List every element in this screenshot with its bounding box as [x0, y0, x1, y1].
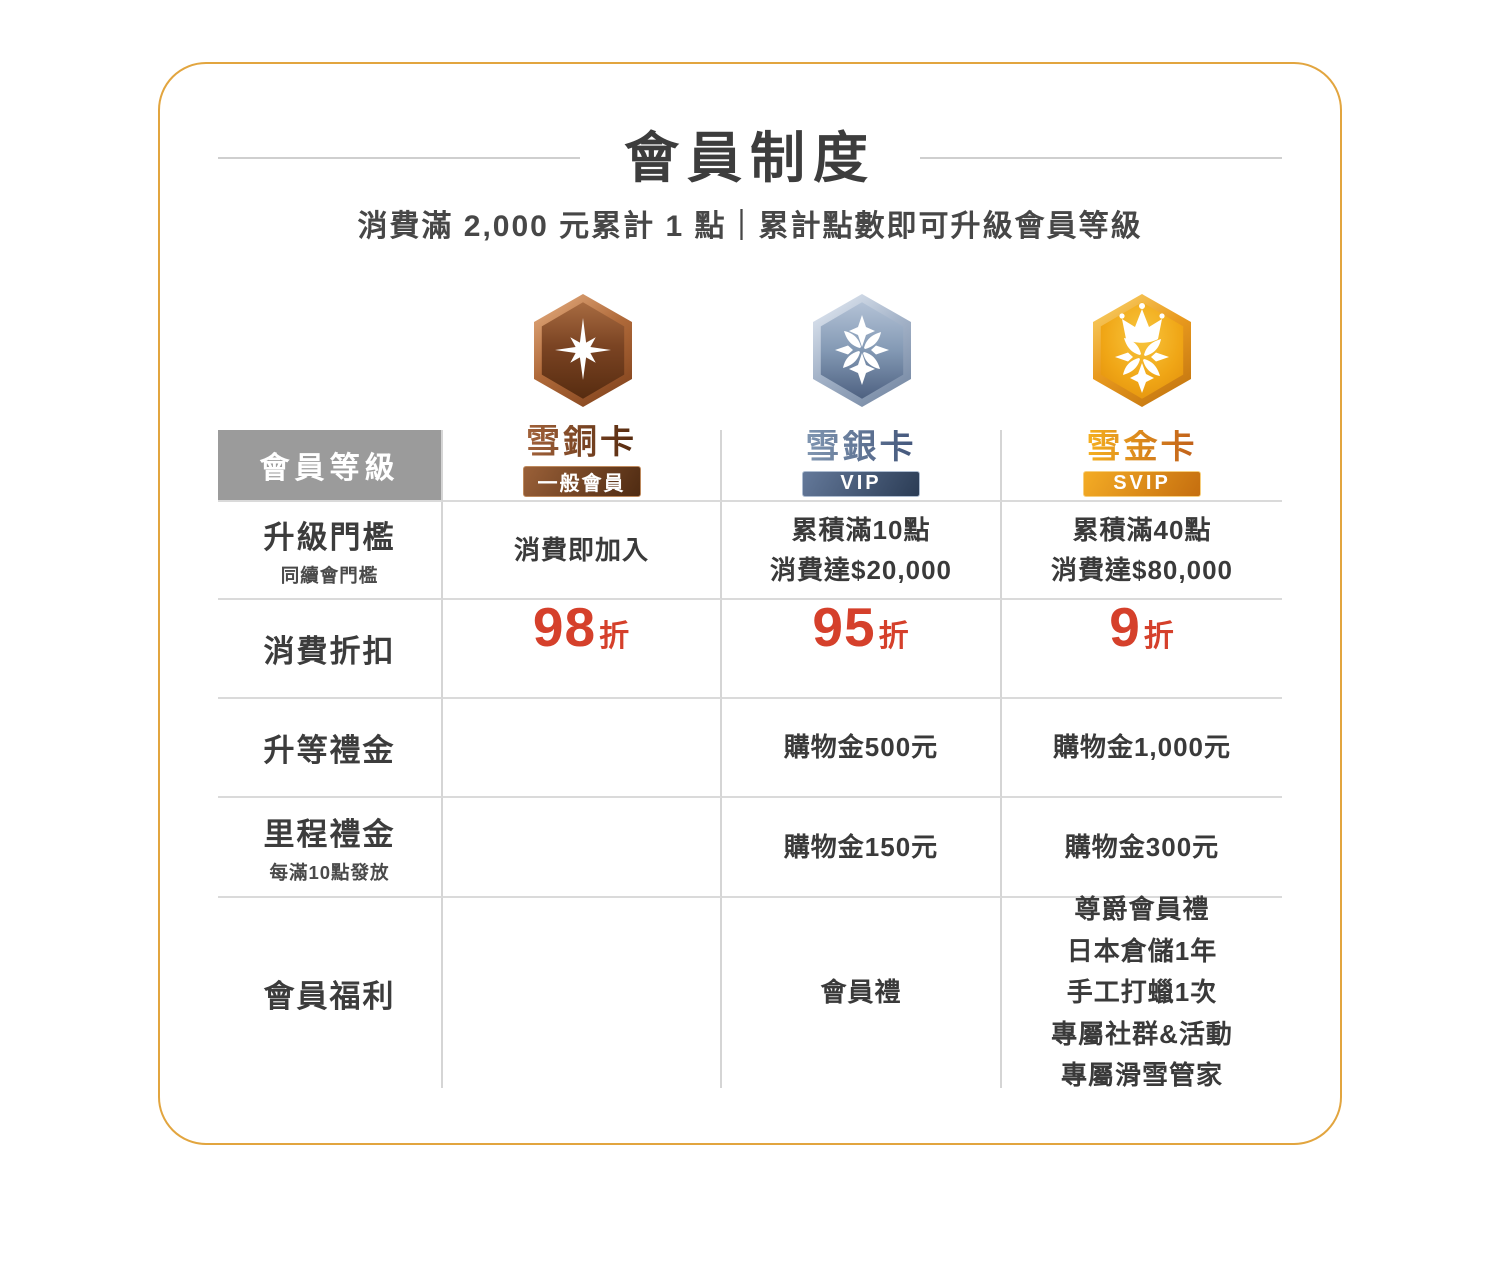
- tier-pill-silver: VIP: [802, 470, 920, 497]
- row-header-discount: 消費折扣: [218, 600, 443, 699]
- tier-name-bronze: 雪銅卡: [526, 423, 637, 462]
- upgrade-gift-gold: 購物金1,000元: [1002, 699, 1282, 798]
- benefits-gold: 尊爵會員禮 日本倉儲1年 手工打蠟1次 專屬社群&活動 專屬滑雪管家: [1051, 894, 1233, 1091]
- benefits-silver: 會員禮: [722, 898, 1002, 1088]
- row-header-mileage-gift: 里程禮金 每滿10點發放: [218, 798, 443, 898]
- tier-badges-row: [218, 293, 1282, 408]
- bronze-hexagon-star-icon: [443, 293, 722, 408]
- mileage-gift-bronze: [443, 798, 722, 898]
- benefits-bronze: [443, 898, 722, 1088]
- row-header-upgrade-gift: 升等禮金: [218, 699, 443, 798]
- tier-name-gold: 雪金卡: [1086, 428, 1198, 466]
- title-divider-left: [218, 157, 580, 159]
- discount-silver: 95 折: [722, 600, 1002, 699]
- page-title: 會員制度: [624, 126, 877, 189]
- corner-header-member-level: 會員等級: [218, 430, 443, 502]
- mileage-gift-gold: 購物金300元: [1002, 798, 1282, 898]
- page-subtitle: 消費滿 2,000 元累計 1 點｜累計點數即可升級會員等級: [357, 210, 1143, 243]
- mileage-gift-silver: 購物金150元: [722, 798, 1002, 898]
- tier-header-gold: 雪金卡 SVIP: [1002, 428, 1282, 502]
- title-divider-right: [920, 157, 1283, 159]
- row-header-threshold: 升級門檻 同續會門檻: [218, 502, 443, 600]
- upgrade-gift-bronze: [443, 699, 722, 798]
- title-row: 會員制度: [218, 126, 1283, 189]
- gold-hexagon-crown-icon: [1002, 293, 1282, 408]
- tier-pill-gold: SVIP: [1083, 470, 1201, 497]
- tier-header-silver: 雪銀卡 VIP: [722, 428, 1002, 502]
- silver-hexagon-sparkle-icon: [722, 293, 1002, 408]
- threshold-silver: 累積滿10點 消費達$20,000: [722, 502, 1002, 600]
- threshold-gold: 累積滿40點 消費達$80,000: [1002, 502, 1282, 600]
- membership-table: 會員等級 雪銅卡 一般會員 雪銀卡 VIP 雪金卡 SVIP 升級門檻 同續會門…: [218, 425, 1282, 1091]
- tier-pill-bronze: 一般會員: [522, 466, 641, 497]
- tier-header-bronze: 雪銅卡 一般會員: [443, 425, 722, 502]
- discount-bronze: 98 折: [443, 600, 722, 699]
- hex-spacer: [218, 293, 443, 408]
- threshold-bronze: 消費即加入: [443, 502, 722, 600]
- upgrade-gift-silver: 購物金500元: [722, 699, 1002, 798]
- row-header-benefits: 會員福利: [218, 898, 443, 1088]
- membership-card-panel: 會員制度 消費滿 2,000 元累計 1 點｜累計點數即可升級會員等級: [158, 62, 1342, 1145]
- tier-name-silver: 雪銀卡: [805, 428, 917, 466]
